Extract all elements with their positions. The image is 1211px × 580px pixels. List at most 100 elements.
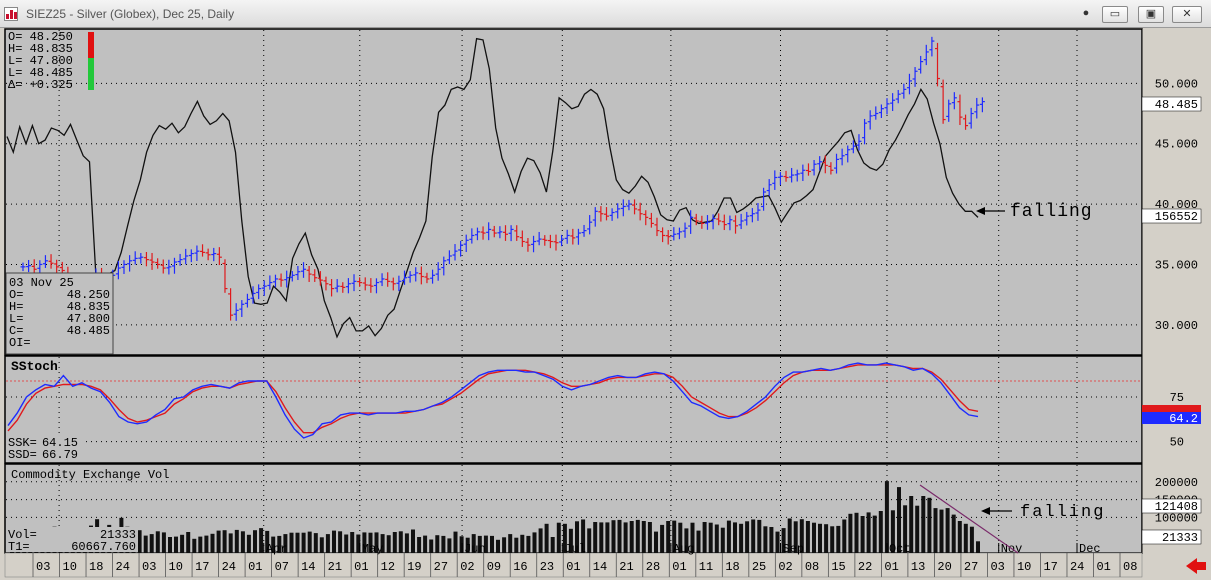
price-bar: [957, 94, 963, 125]
day-label: 03: [142, 560, 156, 574]
volume-bar: [824, 524, 829, 553]
price-bar: [923, 44, 929, 66]
volume-bar: [374, 532, 379, 553]
price-bar: [856, 134, 862, 151]
volume-bar: [939, 509, 944, 553]
volume-bar: [228, 533, 233, 553]
volume-bar: [575, 521, 579, 553]
price-bar: [974, 97, 980, 119]
day-label: 16: [513, 560, 527, 574]
maximize-button[interactable]: ▣: [1138, 6, 1164, 23]
volume-bar: [137, 530, 142, 553]
price-bar: [289, 271, 295, 282]
price-bar: [20, 262, 26, 272]
volume-bar: [763, 526, 768, 553]
price-bar: [205, 248, 211, 261]
price-tick-label: 50.000: [1155, 77, 1198, 91]
quote-range-down-icon: [88, 58, 94, 90]
volume-bar: [283, 534, 288, 553]
price-bar: [559, 234, 565, 247]
price-bar: [968, 107, 974, 129]
volume-bar: [550, 537, 555, 553]
data-open-interest: OI=: [9, 336, 31, 350]
price-bar: [295, 266, 301, 281]
day-label: 02: [460, 560, 474, 574]
close-button[interactable]: ✕: [1172, 6, 1202, 23]
volume-tick-label: 200000: [1155, 476, 1198, 490]
price-bar: [239, 300, 245, 317]
volume-bar: [878, 511, 883, 553]
price-bar: [514, 225, 520, 241]
day-label: 09: [487, 560, 501, 574]
price-bar: [766, 179, 772, 196]
price-bar: [329, 279, 335, 297]
price-bar: [474, 227, 480, 241]
price-bar: [503, 225, 508, 241]
day-label: 01: [1096, 560, 1110, 574]
price-bar: [143, 252, 149, 267]
price-bar: [828, 162, 834, 175]
price-bar: [536, 231, 542, 246]
price-bar: [822, 155, 828, 174]
price-panel[interactable]: [4, 28, 1143, 356]
scroll-right-arrow-icon[interactable]: [1186, 558, 1206, 574]
price-bar: [564, 229, 570, 244]
volume-bar: [903, 505, 908, 553]
quote-change: Δ= +0.325: [8, 78, 73, 92]
volume-bar: [423, 535, 428, 553]
ssk-value: 64.15: [42, 436, 78, 450]
volume-bar: [198, 536, 203, 553]
volume-bar: [623, 522, 628, 553]
price-bar: [581, 224, 587, 237]
volume-bar: [897, 487, 901, 553]
price-bar: [648, 212, 654, 228]
price-bar: [850, 140, 856, 154]
price-bar: [946, 99, 952, 122]
price-bar: [138, 252, 144, 264]
volume-summary: Vol= 21333 T1= 60667.760: [6, 527, 138, 554]
price-bar: [127, 255, 133, 272]
quote-open: O= 48.250: [8, 30, 73, 44]
volume-bar: [332, 530, 336, 553]
svg-text:C=: C=: [9, 324, 23, 338]
volume-bar: [411, 529, 415, 553]
volume-bar: [471, 534, 476, 553]
volume-bar: [720, 527, 725, 553]
volume-bar: [271, 536, 276, 553]
volume-bar: [295, 532, 300, 553]
left-arrow-icon: [976, 207, 985, 215]
quote-low: L= 47.800: [8, 54, 73, 68]
month-label: Jul: [564, 542, 586, 556]
chart-app-icon: [4, 7, 18, 21]
volume-bar: [830, 526, 835, 553]
price-bar: [42, 255, 48, 268]
volume-bar: [392, 532, 397, 553]
price-bar: [379, 273, 385, 287]
record-button[interactable]: ●: [1082, 7, 1090, 19]
price-bar: [867, 110, 873, 130]
volume-bar: [690, 522, 695, 553]
month-label: Apr: [266, 542, 288, 556]
price-bar: [413, 267, 419, 282]
volume-falling-label: falling: [1020, 503, 1105, 522]
volume-bar: [161, 532, 166, 553]
price-bar: [940, 79, 946, 124]
day-label: 24: [116, 560, 130, 574]
volume-bar: [775, 531, 780, 553]
price-bar: [587, 215, 593, 235]
price-bar: [665, 230, 671, 245]
volume-bar: [842, 519, 847, 553]
minimize-button[interactable]: ▭: [1102, 6, 1128, 23]
volume-bar: [180, 534, 185, 553]
price-bar: [918, 55, 924, 74]
volume-bar: [538, 528, 543, 553]
price-bar: [188, 249, 194, 263]
month-label: Jun: [464, 542, 486, 556]
stoch-ssk-line: [7, 362, 979, 439]
price-bar: [620, 199, 626, 217]
price-bar: [183, 248, 189, 265]
price-bar: [615, 203, 621, 219]
price-bar: [682, 222, 688, 238]
volume-bar: [660, 524, 665, 553]
volume-bar: [708, 522, 713, 553]
